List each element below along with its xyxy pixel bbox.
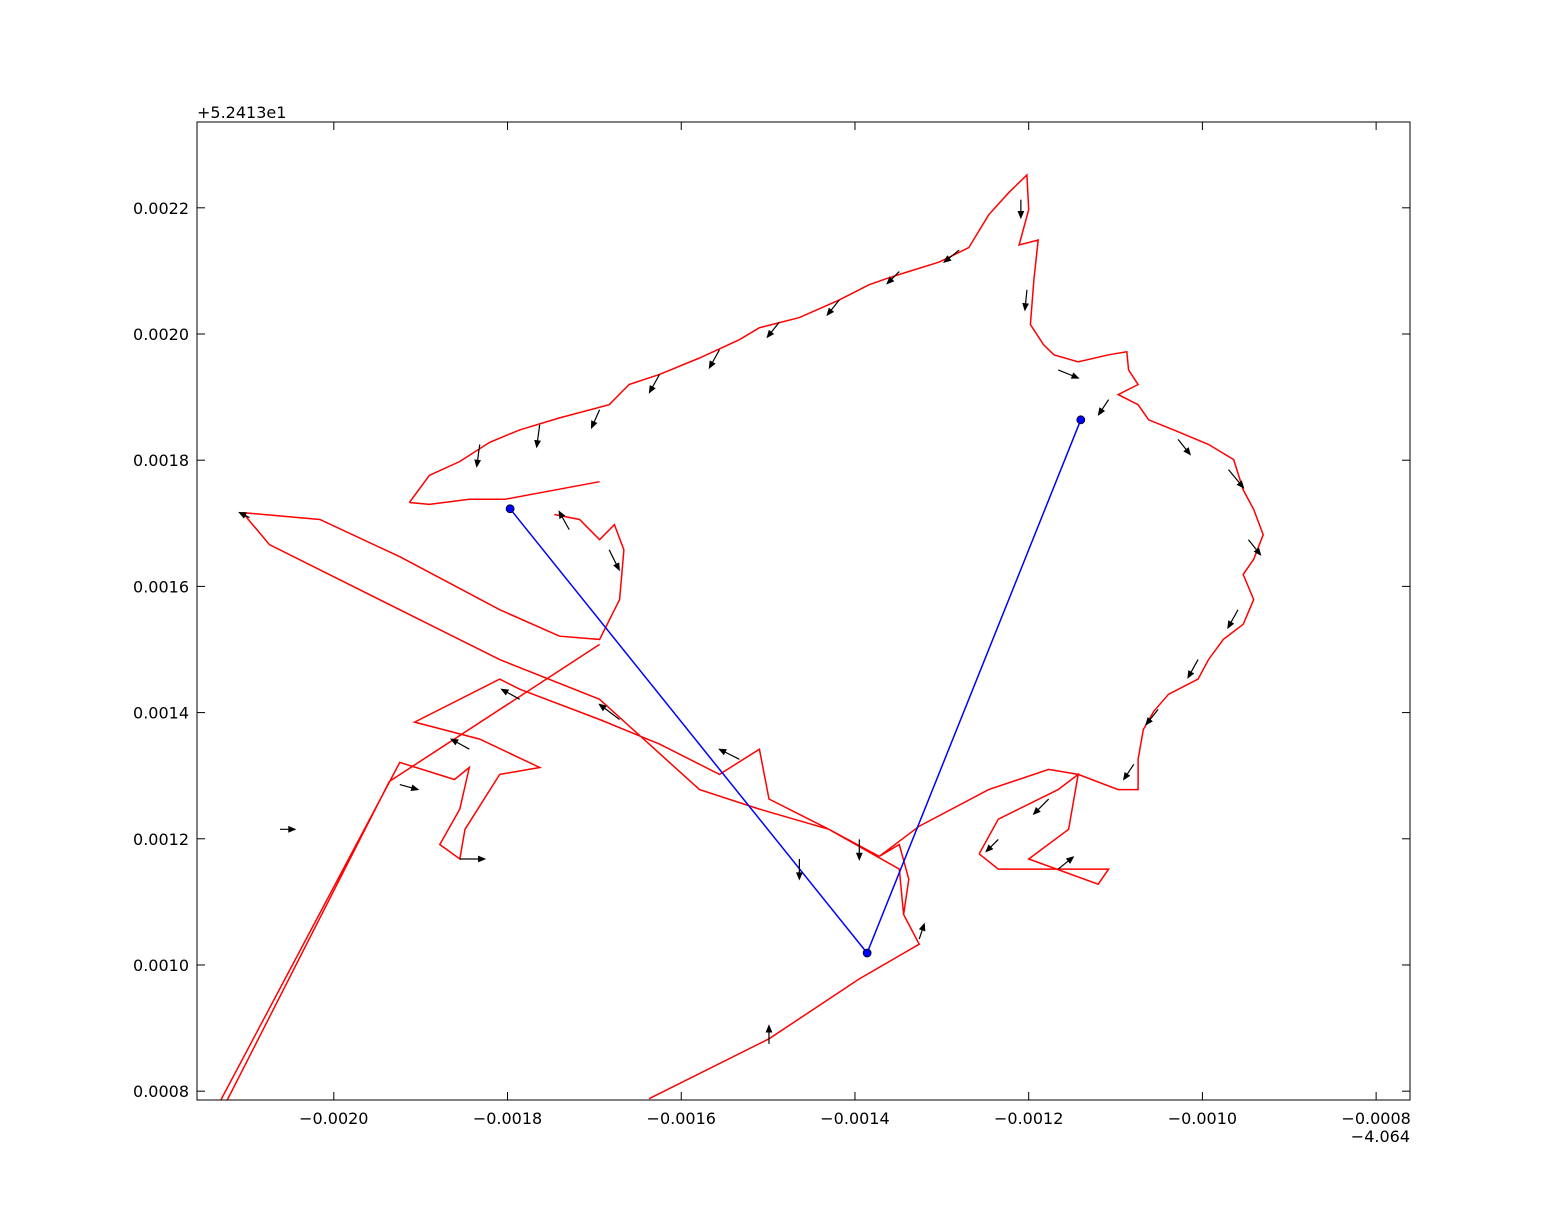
quiver-arrow bbox=[1032, 798, 1050, 816]
quiver-arrow bbox=[1017, 199, 1025, 220]
quiver-arrow bbox=[1177, 439, 1192, 456]
quiver-arrow bbox=[1057, 369, 1080, 379]
y-tick-label: 0.0020 bbox=[133, 325, 189, 344]
quiver-arrow bbox=[608, 549, 620, 572]
quiver-arrow bbox=[1097, 399, 1110, 416]
quiver-arrow bbox=[1187, 659, 1199, 679]
quiver-arrow bbox=[500, 688, 520, 700]
y-tick-label: 0.0012 bbox=[133, 830, 189, 849]
quiver-arrow bbox=[279, 825, 297, 833]
quiver-arrow bbox=[943, 249, 960, 264]
quiver-arrow bbox=[459, 855, 487, 863]
quiver-arrow bbox=[590, 409, 601, 430]
y-tick-label: 0.0016 bbox=[133, 577, 189, 596]
quiver-arrow bbox=[718, 748, 740, 760]
quiver-arrow bbox=[795, 858, 803, 881]
point-marker bbox=[1076, 415, 1086, 425]
quiver-arrow bbox=[1122, 763, 1135, 781]
x-tick-label: −0.0016 bbox=[647, 1109, 716, 1128]
x-tick-label: −0.0020 bbox=[299, 1109, 368, 1128]
quiver-arrow bbox=[558, 510, 570, 530]
quiver-arrow bbox=[534, 424, 541, 449]
x-tick-label: −0.0012 bbox=[994, 1109, 1063, 1128]
quiver-arrow bbox=[855, 839, 863, 861]
y-tick-label: 0.0014 bbox=[133, 704, 189, 723]
y-offset-label: +5.2413e1 bbox=[197, 103, 286, 122]
quiver-arrow bbox=[985, 838, 999, 853]
point-marker bbox=[505, 504, 515, 514]
quiver-arrow bbox=[474, 444, 482, 468]
quiver-arrow bbox=[598, 703, 620, 721]
x-offset-label: −4.064 bbox=[1351, 1127, 1410, 1146]
x-tick-label: −0.0018 bbox=[473, 1109, 542, 1128]
quiver-arrow bbox=[708, 349, 720, 370]
x-tick-label: −0.0014 bbox=[820, 1109, 889, 1128]
quiver-arrow bbox=[1227, 469, 1245, 489]
y-tick-label: 0.0022 bbox=[133, 199, 189, 218]
quiver-arrow bbox=[826, 299, 840, 317]
quiver-arrow bbox=[1022, 289, 1029, 312]
quiver-arrow bbox=[399, 783, 420, 792]
x-tick-label: −0.0008 bbox=[1341, 1109, 1410, 1128]
y-tick-label: 0.0008 bbox=[133, 1082, 189, 1101]
quiver-arrow bbox=[1227, 609, 1239, 630]
quiver-arrow bbox=[238, 511, 250, 519]
point-marker bbox=[862, 948, 872, 958]
quiver-arrow bbox=[918, 922, 926, 940]
x-tick-label: −0.0010 bbox=[1168, 1109, 1237, 1128]
quiver-arrow bbox=[1057, 856, 1075, 870]
y-tick-label: 0.0018 bbox=[133, 451, 189, 470]
quiver-arrow bbox=[766, 321, 780, 339]
y-tick-label: 0.0010 bbox=[133, 956, 189, 975]
quiver-arrow bbox=[1145, 709, 1159, 726]
axes-frame bbox=[196, 121, 1411, 1101]
quiver-arrow bbox=[886, 271, 900, 285]
quiver-arrow bbox=[765, 1024, 773, 1044]
quiver-arrow bbox=[1247, 539, 1262, 556]
quiver-arrow bbox=[648, 374, 661, 394]
quiver-arrow bbox=[449, 738, 470, 750]
plot-area bbox=[219, 173, 1265, 1100]
series-line bbox=[219, 173, 1265, 1100]
